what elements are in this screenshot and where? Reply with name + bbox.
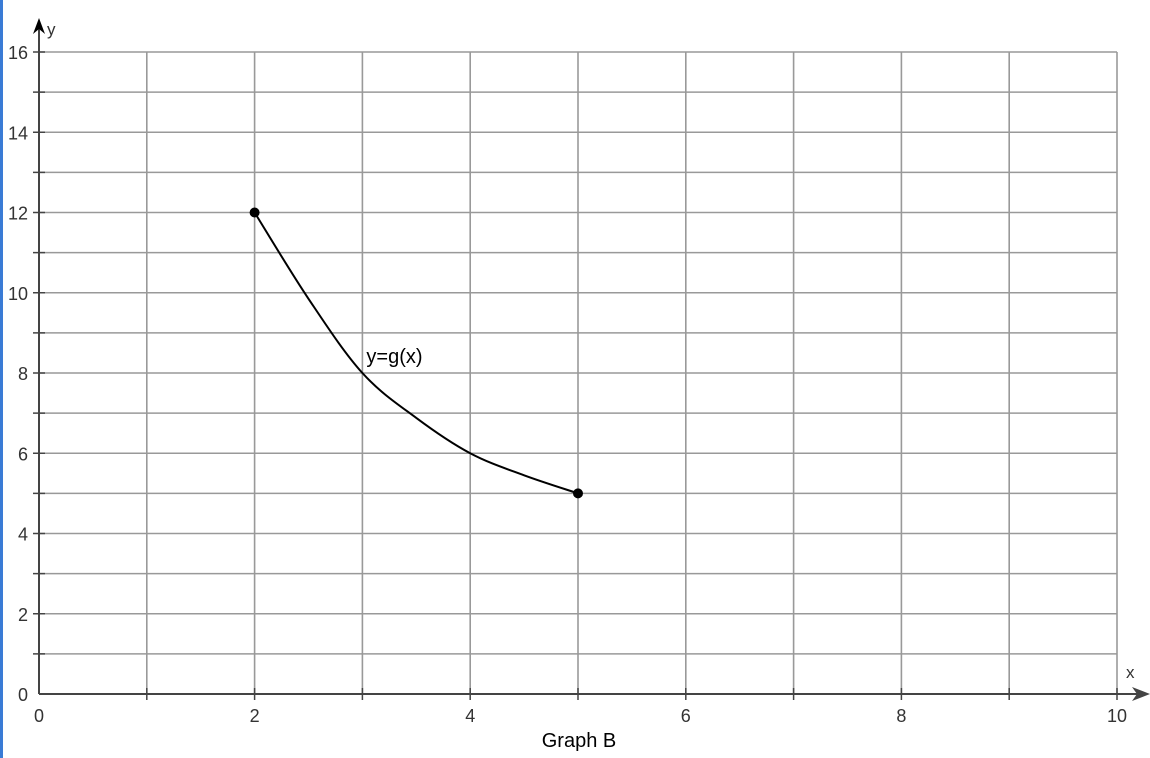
x-tick-label: 4	[465, 706, 475, 726]
axes	[33, 18, 1150, 701]
x-tick-label: 0	[34, 706, 44, 726]
grid	[39, 51, 1118, 694]
x-tick-label: 6	[681, 706, 691, 726]
y-tick-label: 2	[18, 605, 28, 625]
x-axis-label: x	[1126, 663, 1135, 682]
y-tick-label: 0	[18, 685, 28, 705]
series-line-g	[253, 211, 579, 495]
y-tick-label: 10	[8, 284, 28, 304]
y-tick-label: 14	[8, 123, 28, 143]
y-tick-label: 6	[18, 444, 28, 464]
y-tick-label: 16	[8, 43, 28, 63]
graph-caption: Graph B	[542, 730, 616, 752]
tick-labels: 0 2 4 6 8 10 0 2 4 6 8 10 12 14 16	[8, 43, 1127, 726]
curve-endpoints	[249, 207, 583, 499]
y-axis-label: y	[47, 20, 56, 39]
y-tick-label: 4	[18, 525, 28, 545]
x-tick-label: 2	[250, 706, 260, 726]
endpoint-dot	[573, 488, 583, 499]
x-tick-label: 10	[1107, 706, 1127, 726]
axis-ticks	[33, 51, 1118, 700]
curve-label: y=g(x)	[366, 346, 422, 368]
x-tick-label: 8	[896, 706, 906, 726]
x-axis-arrow-icon	[1132, 687, 1150, 701]
y-tick-label: 12	[8, 204, 28, 224]
y-tick-label: 8	[18, 364, 28, 384]
left-edge-bar	[0, 0, 3, 758]
endpoint-dot	[249, 207, 260, 218]
y-axis-arrow-icon	[33, 18, 45, 34]
